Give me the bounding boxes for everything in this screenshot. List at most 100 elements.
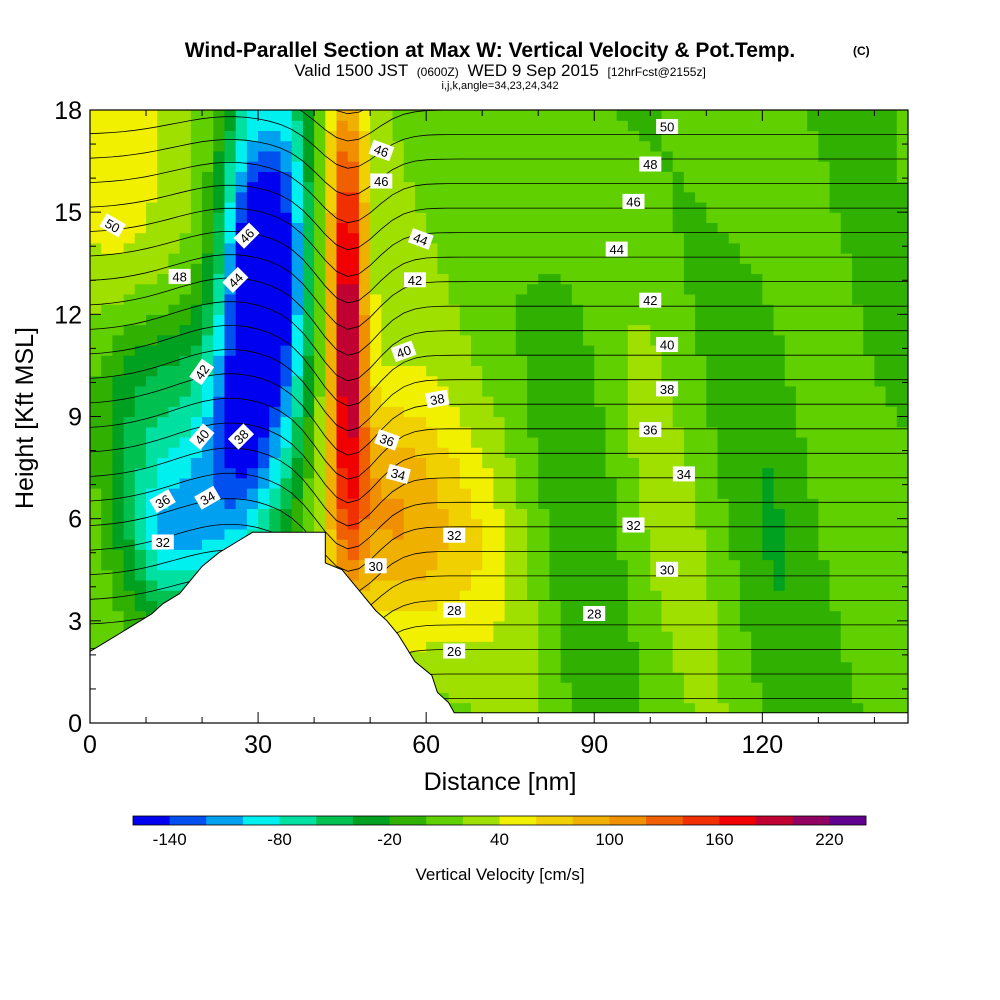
velocity-cell — [269, 324, 282, 336]
velocity-cell — [807, 631, 819, 642]
velocity-cell — [683, 559, 696, 571]
velocity-cell — [627, 232, 640, 244]
velocity-cell — [470, 150, 483, 162]
velocity-cell — [325, 171, 338, 183]
velocity-cell — [650, 253, 663, 264]
velocity-cell — [560, 661, 573, 673]
velocity-cell — [851, 283, 864, 295]
velocity-cell — [851, 201, 864, 213]
velocity-cell — [762, 273, 775, 285]
velocity-cell — [101, 130, 114, 142]
velocity-cell — [818, 610, 831, 622]
velocity-cell — [448, 171, 461, 183]
velocity-cell — [840, 232, 853, 244]
velocity-cell — [336, 314, 349, 326]
velocity-cell — [381, 273, 394, 285]
velocity-cell — [571, 436, 584, 448]
velocity-cell — [504, 498, 517, 510]
velocity-cell — [515, 263, 528, 275]
velocity-cell — [493, 222, 506, 234]
velocity-cell — [213, 263, 226, 275]
velocity-cell — [728, 304, 741, 315]
velocity-cell — [795, 426, 808, 438]
velocity-cell — [605, 212, 618, 223]
velocity-cell — [123, 600, 136, 612]
velocity-cell — [650, 477, 663, 489]
velocity-cell — [717, 140, 730, 152]
velocity-cell — [493, 263, 506, 275]
velocity-cell — [358, 293, 371, 305]
velocity-cell — [213, 212, 226, 223]
velocity-cell — [661, 488, 674, 499]
velocity-cell — [751, 508, 763, 520]
velocity-cell — [448, 569, 461, 581]
velocity-cell — [795, 436, 808, 448]
velocity-cell — [896, 518, 908, 530]
velocity-cell — [515, 232, 528, 244]
velocity-cell — [493, 488, 506, 499]
velocity-cell — [560, 130, 573, 142]
velocity-cell — [616, 334, 629, 346]
colorbar-swatch — [242, 816, 280, 825]
velocity-cell — [112, 539, 125, 550]
velocity-cell — [403, 620, 416, 632]
velocity-cell — [426, 171, 438, 183]
velocity-cell — [896, 385, 908, 397]
velocity-cell — [347, 293, 360, 305]
velocity-cell — [314, 436, 326, 448]
velocity-cell — [90, 232, 102, 244]
velocity-cell — [280, 426, 293, 438]
velocity-cell — [291, 283, 304, 295]
velocity-cell — [818, 201, 831, 213]
velocity-cell — [258, 324, 270, 336]
velocity-cell — [123, 539, 136, 550]
velocity-cell — [683, 671, 696, 683]
velocity-cell — [739, 181, 752, 193]
velocity-cell — [583, 324, 595, 336]
velocity-cell — [739, 610, 752, 622]
velocity-cell — [840, 396, 853, 407]
velocity-cell — [594, 477, 607, 489]
velocity-cell — [717, 385, 730, 397]
velocity-cell — [358, 498, 371, 510]
velocity-cell — [672, 631, 685, 642]
velocity-cell — [168, 242, 181, 254]
velocity-cell — [202, 263, 214, 275]
velocity-cell — [482, 314, 494, 326]
velocity-cell — [459, 334, 472, 346]
velocity-cell — [829, 263, 842, 275]
theta-contour-label: 50 — [99, 213, 126, 238]
velocity-cell — [751, 559, 763, 571]
velocity-cell — [728, 518, 741, 530]
velocity-cell — [717, 324, 730, 336]
theta-contour-label: 42 — [404, 272, 426, 288]
velocity-cell — [639, 498, 651, 510]
velocity-cell — [527, 579, 539, 591]
velocity-cell — [728, 692, 741, 704]
velocity-cell — [101, 253, 114, 264]
velocity-cell — [224, 334, 237, 346]
velocity-cell — [896, 641, 908, 653]
velocity-cell — [448, 110, 461, 121]
velocity-cell — [605, 416, 618, 428]
velocity-cell — [448, 191, 461, 203]
velocity-cell — [874, 283, 887, 295]
velocity-cell — [493, 242, 506, 254]
velocity-cell — [157, 324, 170, 336]
velocity-cell — [728, 671, 741, 683]
velocity-cell — [493, 273, 506, 285]
velocity-cell — [392, 120, 405, 132]
velocity-cell — [157, 242, 170, 254]
velocity-cell — [851, 447, 864, 458]
velocity-cell — [224, 242, 237, 254]
velocity-cell — [370, 416, 382, 428]
velocity-cell — [717, 518, 730, 530]
velocity-cell — [470, 232, 483, 244]
velocity-cell — [650, 171, 663, 183]
velocity-cell — [392, 242, 405, 254]
velocity-cell — [784, 365, 797, 377]
velocity-cell — [280, 304, 293, 315]
velocity-cell — [291, 334, 304, 346]
velocity-cell — [381, 110, 394, 121]
velocity-cell — [235, 212, 248, 223]
